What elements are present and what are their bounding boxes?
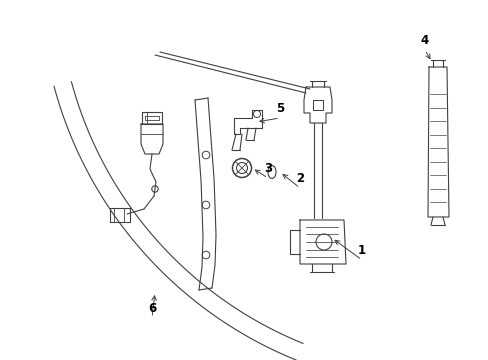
Text: 3: 3 — [264, 162, 271, 175]
Text: 4: 4 — [420, 33, 428, 46]
Text: 6: 6 — [147, 302, 156, 315]
Text: 2: 2 — [295, 171, 304, 185]
Text: 1: 1 — [357, 243, 366, 256]
Text: 5: 5 — [275, 102, 284, 114]
